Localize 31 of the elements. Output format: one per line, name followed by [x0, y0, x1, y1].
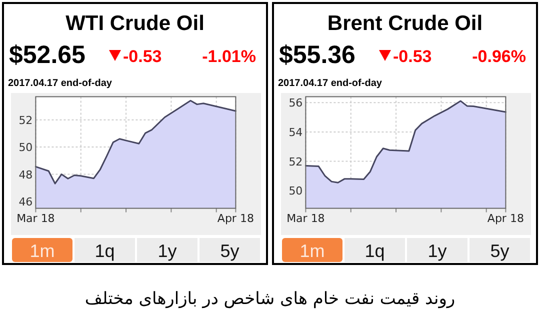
text: 5y — [490, 241, 510, 261]
chart-title: Brent Crude Oil — [327, 12, 483, 35]
chart-subtitle: 2017.04.17 end-of-day — [278, 78, 382, 89]
text: 1m — [300, 241, 325, 261]
y-tick-label: 52 — [288, 155, 303, 168]
y-tick-label: 52 — [18, 114, 33, 127]
text: $52.65 — [9, 41, 86, 69]
y-tick-label: 56 — [288, 96, 303, 110]
text: 1q — [94, 241, 115, 261]
chart-subtitle: 2017.04.17 end-of-day — [8, 78, 112, 89]
y-tick-label: 48 — [18, 168, 33, 182]
y-tick-label: 46 — [18, 195, 33, 208]
x-tick-label: Apr 18 — [487, 212, 524, 225]
text: -0.96% — [472, 47, 526, 66]
x-tick-label: Mar 18 — [16, 212, 55, 225]
text: 5y — [220, 241, 240, 261]
text: -0.53 — [393, 47, 432, 66]
text: -0.53 — [123, 47, 162, 66]
text: 1y — [428, 241, 447, 261]
text: $55.36 — [279, 41, 356, 69]
text: 1q — [364, 241, 385, 261]
x-tick-label: Apr 18 — [217, 212, 254, 225]
y-tick-label: 50 — [18, 141, 33, 154]
text: روند قیمت نفت خام های شاخص در بازارهای مختلف — [84, 289, 456, 309]
x-tick-label: Mar 18 — [286, 212, 325, 225]
chart-title: WTI Crude Oil — [66, 12, 204, 35]
text: 1m — [30, 241, 55, 261]
text: -1.01% — [202, 47, 256, 66]
text: 1y — [158, 241, 177, 261]
y-tick-label: 54 — [288, 126, 303, 139]
y-tick-label: 50 — [288, 184, 303, 198]
